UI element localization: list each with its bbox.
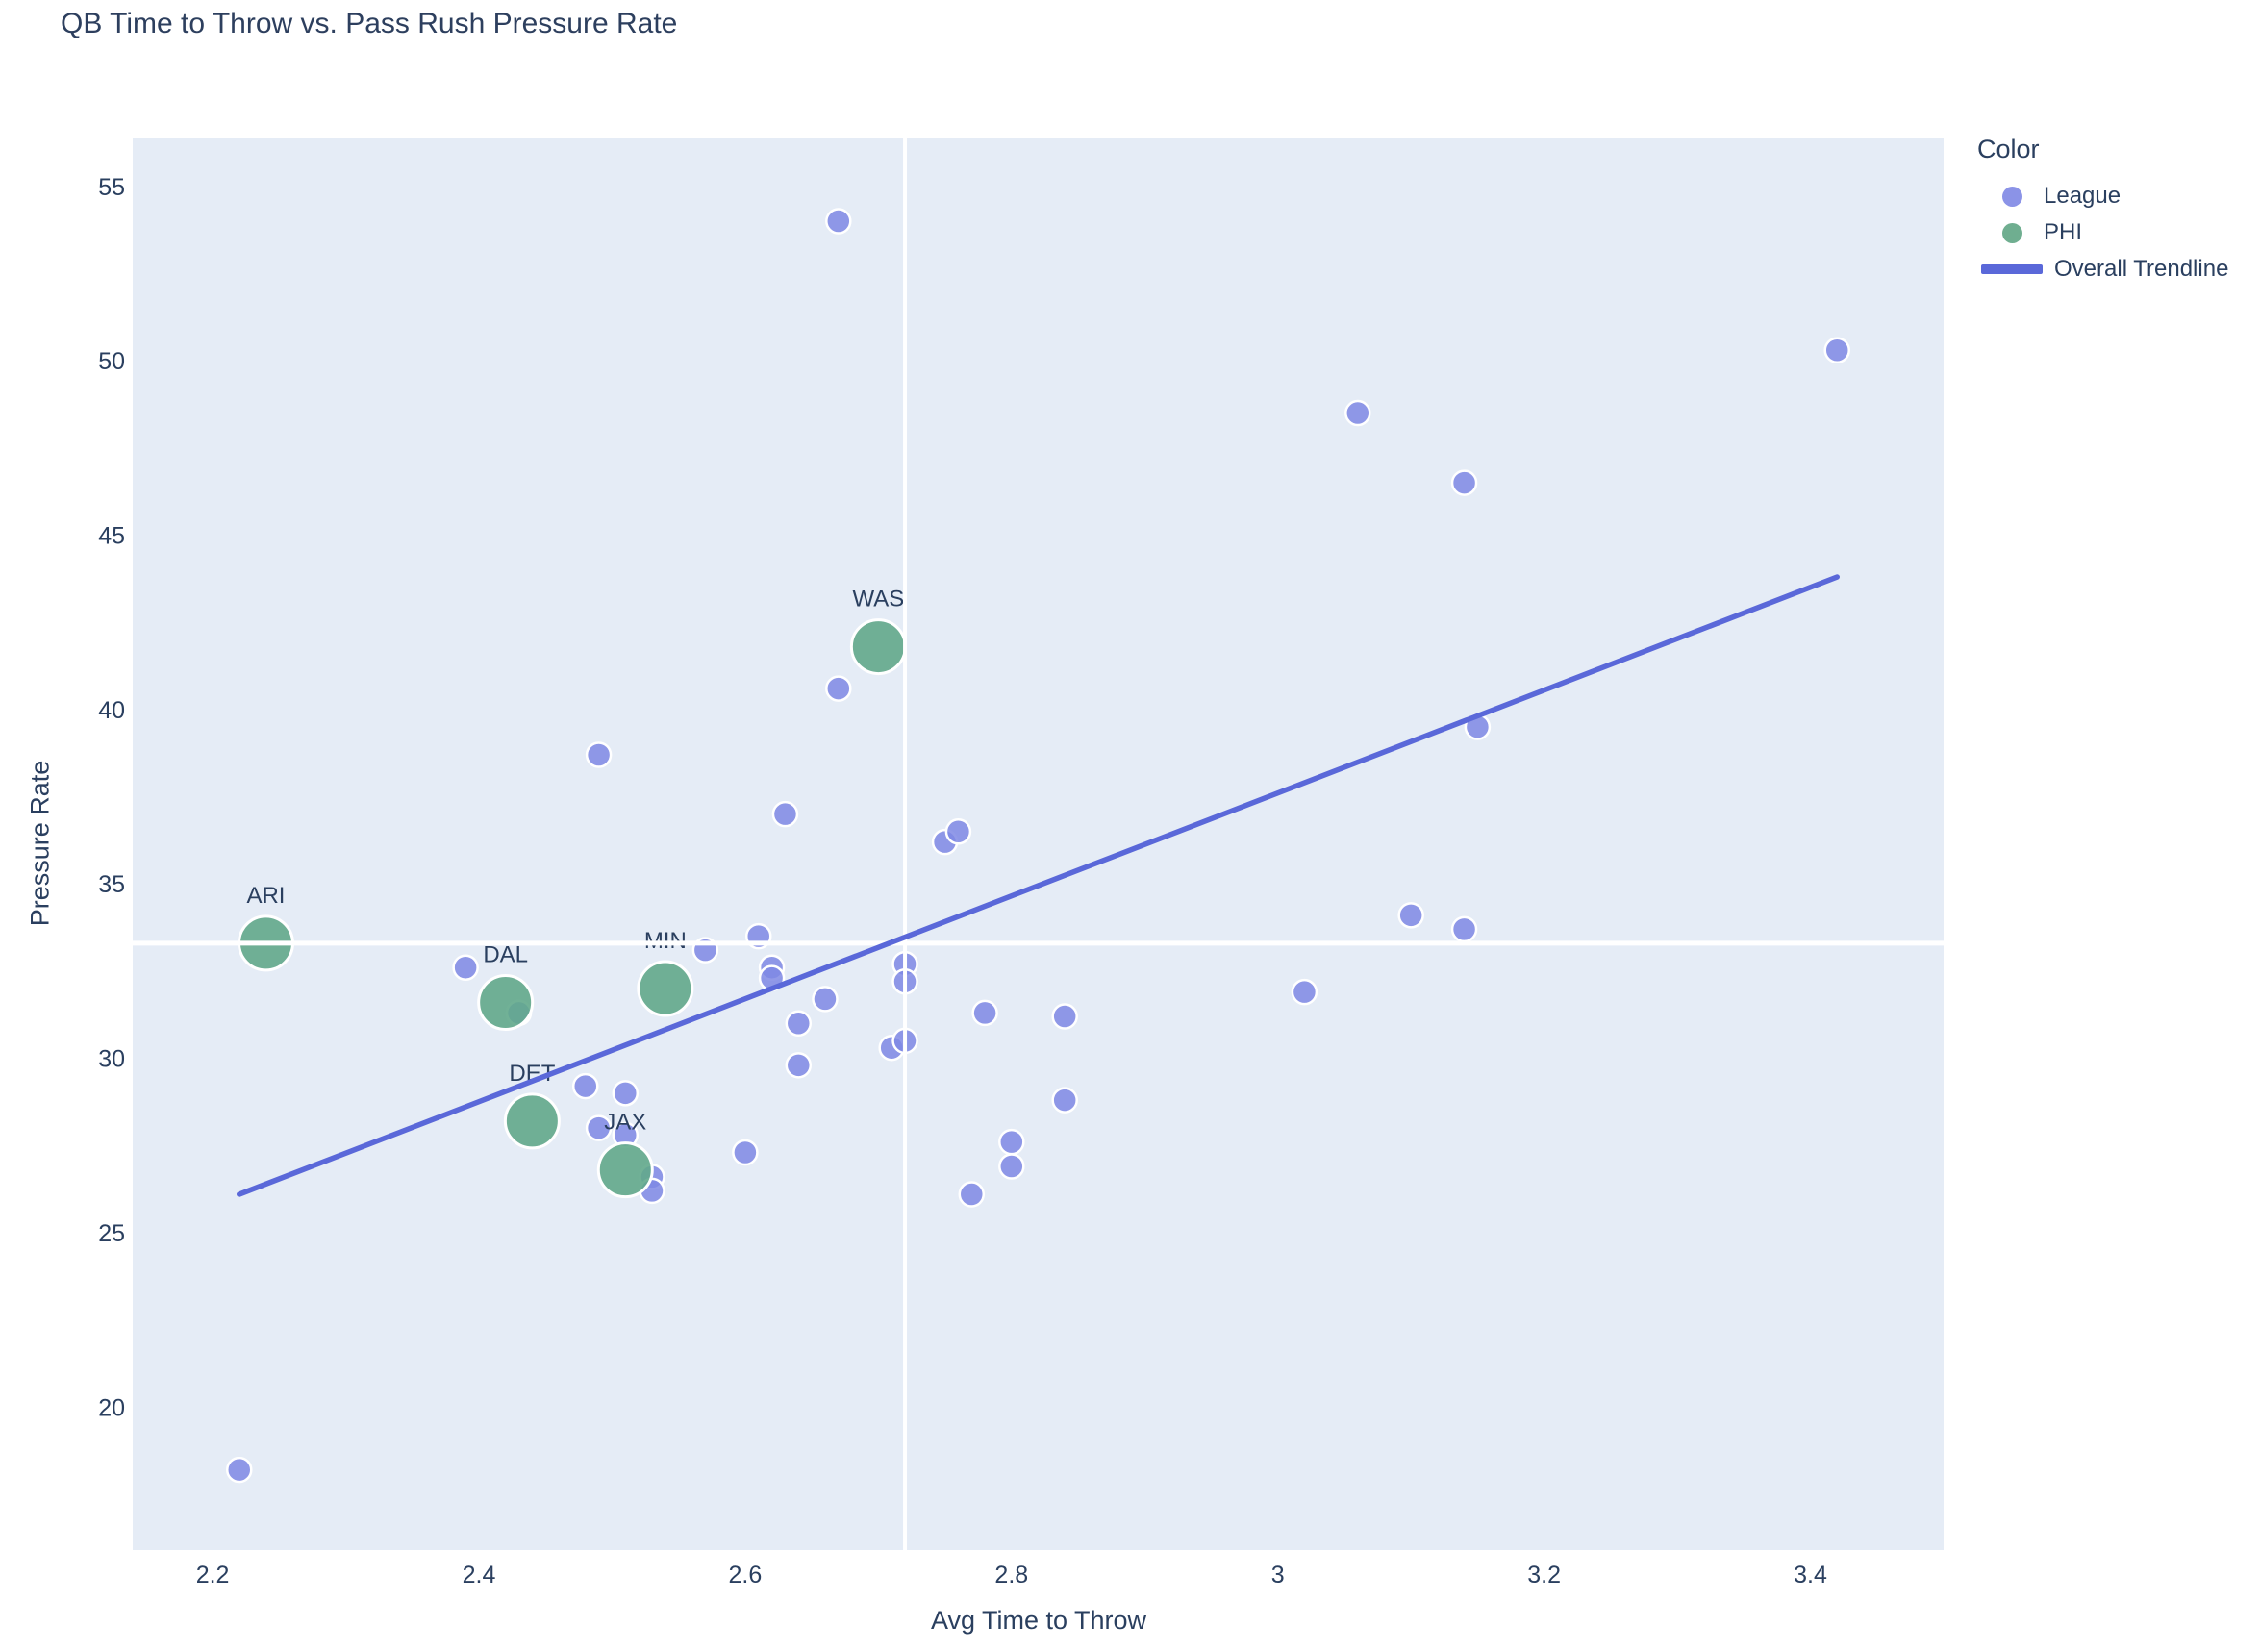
league-point	[1450, 915, 1478, 943]
phi-point-label: ARI	[246, 883, 285, 909]
phi-point	[477, 974, 535, 1032]
league-point	[944, 818, 972, 845]
league-point	[585, 741, 613, 768]
x-tick-label: 2.8	[994, 1562, 1028, 1589]
x-tick-label: 3.4	[1794, 1562, 1827, 1589]
league-point	[1450, 469, 1478, 496]
plot-background	[133, 138, 1944, 1550]
league-point	[1051, 1087, 1078, 1114]
league-point	[612, 1080, 640, 1107]
x-axis-title: Avg Time to Throw	[930, 1606, 1147, 1635]
y-tick-label: 50	[98, 348, 125, 375]
league-point	[771, 800, 799, 828]
phi-swatch-dot	[2002, 222, 2022, 243]
phi-point-label: WAS	[852, 587, 904, 613]
legend-item-label: Overall Trendline	[2054, 256, 2229, 282]
phi-point	[637, 960, 694, 1017]
phi-point	[849, 618, 907, 676]
league-point	[958, 1181, 986, 1208]
y-tick-label: 35	[98, 871, 125, 898]
league-point	[971, 999, 998, 1027]
legend: Color League PHI Overall Trendline	[1977, 135, 2256, 288]
legend-item-label: League	[2044, 183, 2122, 209]
x-tick-label: 2.6	[729, 1562, 763, 1589]
league-point	[732, 1139, 759, 1166]
x-tick-label: 3.2	[1527, 1562, 1561, 1589]
league-point	[998, 1128, 1025, 1156]
league-point	[1291, 978, 1318, 1006]
overall-trendline	[237, 574, 1840, 1197]
y-axis-title: Pressure Rate	[25, 760, 55, 927]
x-tick-label: 2.4	[463, 1562, 496, 1589]
legend-item-league[interactable]: League	[1977, 178, 2256, 214]
x-tick-label: 2.2	[196, 1562, 230, 1589]
league-point	[998, 1153, 1025, 1180]
league-point	[812, 986, 839, 1013]
league-point	[1397, 902, 1424, 929]
phi-point-label: JAX	[604, 1110, 646, 1136]
legend-title: Color	[1977, 135, 2040, 163]
league-point	[785, 1052, 813, 1079]
phi-point	[503, 1092, 561, 1150]
y-tick-label: 45	[98, 522, 125, 549]
phi-point-label: DAL	[483, 942, 528, 968]
y-tick-label: 30	[98, 1046, 125, 1073]
league-point	[226, 1456, 253, 1484]
league-swatch-dot	[2002, 186, 2022, 207]
y-tick-label: 25	[98, 1220, 125, 1247]
y-tick-label: 55	[98, 174, 125, 201]
y-tick-label: 40	[98, 697, 125, 724]
league-point	[785, 1010, 813, 1038]
league-point	[1823, 337, 1850, 364]
legend-item-phi[interactable]: PHI	[1977, 214, 2256, 251]
league-point	[1051, 1003, 1078, 1030]
legend-item-trendline[interactable]: Overall Trendline	[1977, 251, 2256, 288]
league-point	[585, 1114, 613, 1141]
league-point	[452, 954, 479, 982]
league-point	[1344, 399, 1371, 427]
legend-item-label: PHI	[2044, 219, 2083, 245]
phi-point	[596, 1141, 654, 1199]
league-point	[825, 675, 852, 702]
x-tick-label: 3	[1271, 1562, 1285, 1589]
chart-title: QB Time to Throw vs. Pass Rush Pressure …	[61, 8, 678, 39]
league-point	[825, 208, 852, 235]
trendline-swatch-line	[1981, 264, 2043, 274]
y-tick-label: 20	[98, 1394, 125, 1421]
league-point	[572, 1072, 599, 1100]
